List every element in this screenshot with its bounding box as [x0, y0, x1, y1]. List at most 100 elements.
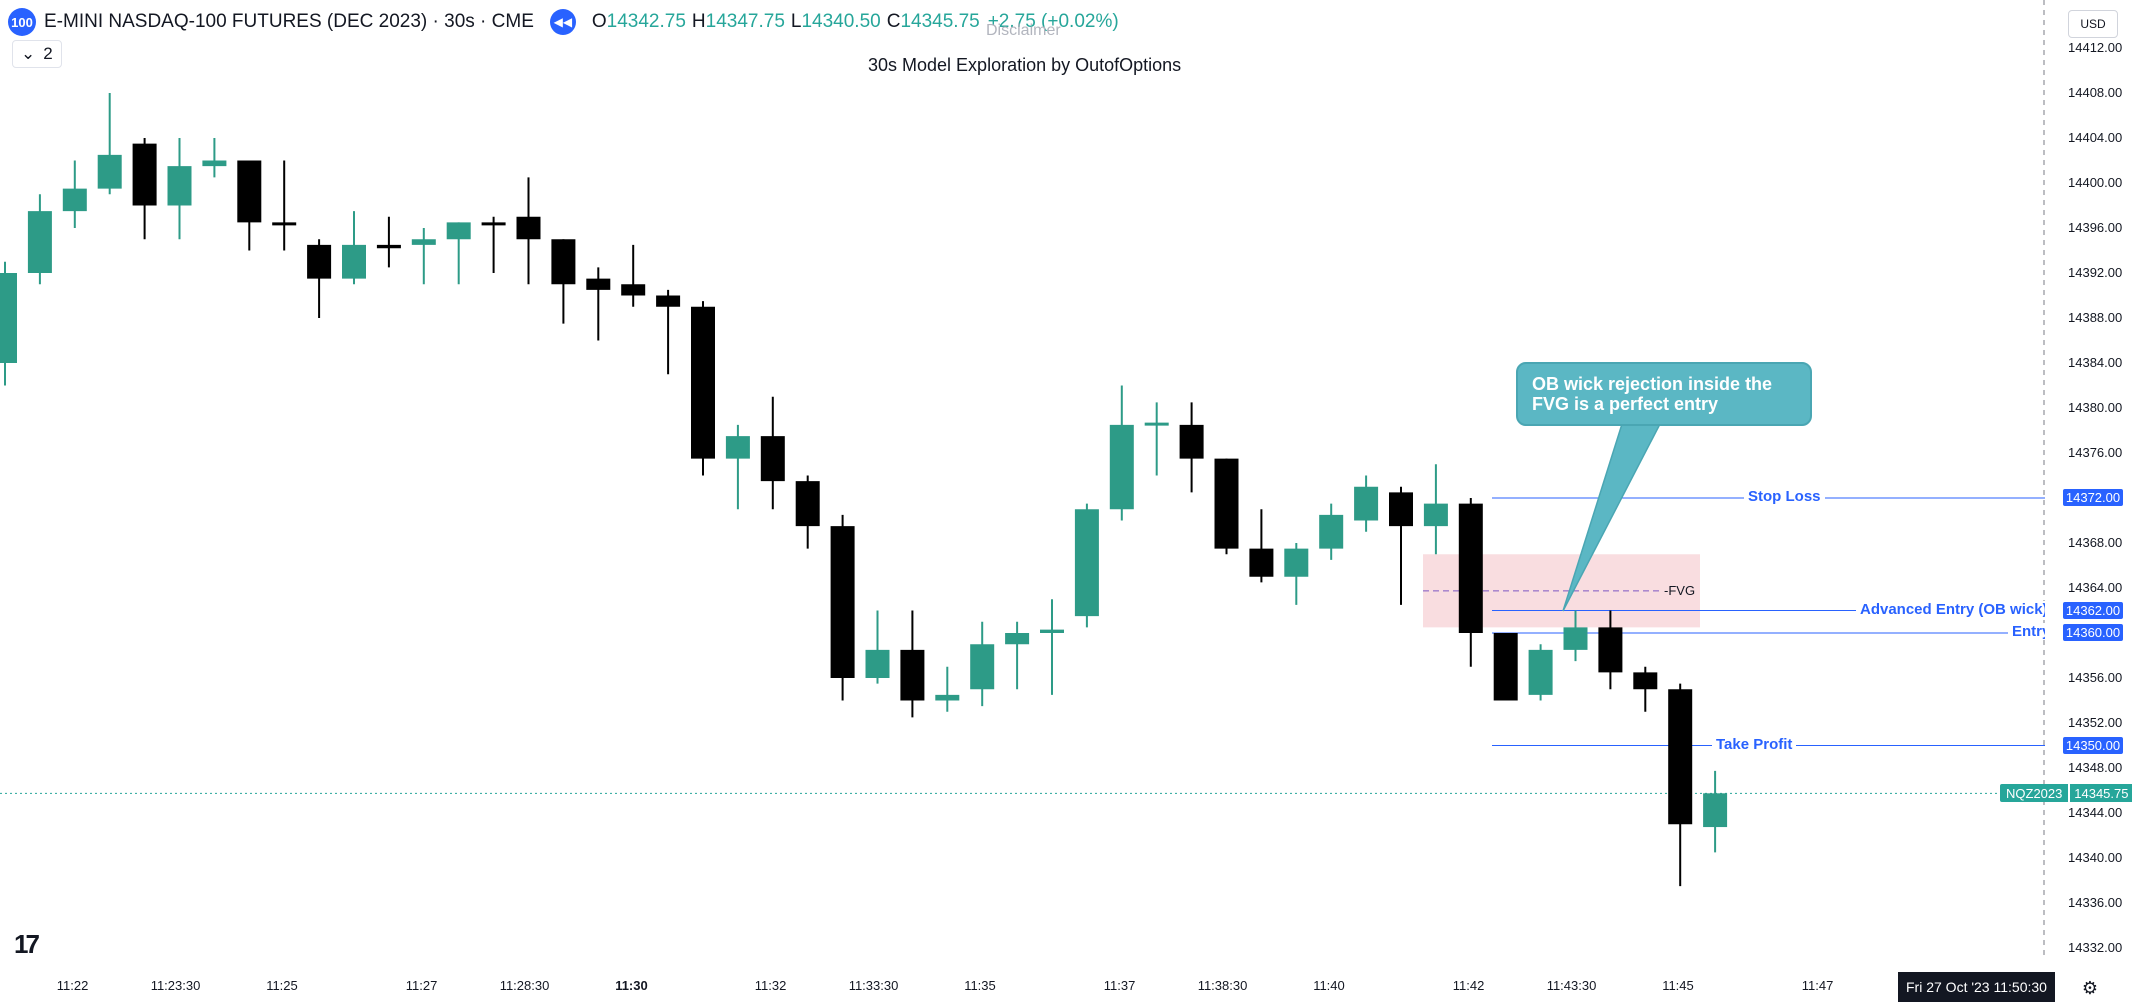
high-value: 14347.75 — [705, 11, 785, 32]
symbol-title[interactable]: E-MINI NASDAQ-100 FUTURES (DEC 2023) · 3… — [44, 11, 534, 32]
price-tick-label: 14384.00 — [2068, 355, 2123, 370]
tradingview-logo-icon[interactable]: 17 — [14, 929, 40, 959]
candle-body — [411, 239, 436, 245]
candle-body — [202, 160, 227, 167]
candle-body — [586, 278, 611, 290]
time-tick-label: 11:47 — [1801, 978, 1834, 993]
candle-body — [1040, 629, 1064, 633]
price-tick-label: 14380.00 — [2068, 400, 2123, 415]
candle-body — [830, 526, 855, 678]
price-tick-label: 14332.00 — [2068, 940, 2123, 955]
price-tick-label: 14396.00 — [2068, 220, 2123, 235]
chart-area[interactable] — [0, 0, 2045, 960]
candle-body — [1389, 492, 1413, 527]
stop-loss-price-tag: 14372.00 — [2063, 489, 2123, 506]
crosshair-date-badge: Fri 27 Oct '23 11:50:30 — [1898, 972, 2055, 1002]
candle-body — [272, 222, 297, 226]
candle-body — [760, 436, 785, 482]
candle-body — [621, 284, 646, 296]
candle-body — [1005, 633, 1030, 645]
take-profit-label[interactable]: Take Profit — [1712, 735, 1797, 753]
time-axis[interactable] — [0, 960, 2045, 1003]
open-value: 14342.75 — [606, 11, 686, 32]
time-tick-label: 11:22 — [56, 978, 89, 993]
price-tick-label: 14348.00 — [2068, 760, 2123, 775]
candle-body — [1703, 793, 1728, 828]
symbol-logo-icon[interactable]: 100 — [8, 8, 36, 36]
close-value: 14345.75 — [900, 11, 980, 32]
rewind-icon[interactable]: ◀◀ — [549, 9, 576, 35]
price-tick-label: 14400.00 — [2068, 175, 2123, 190]
candle-body — [1668, 689, 1693, 825]
price-tick-label: 14344.00 — [2068, 805, 2123, 820]
currency-selector[interactable]: USD — [2068, 10, 2118, 38]
time-tick-label: 11:28:30 — [499, 978, 550, 993]
high-label: H — [691, 11, 706, 32]
candle-body — [795, 481, 820, 527]
candle-body — [97, 154, 122, 189]
candle-body — [900, 649, 925, 701]
price-tick-label: 14412.00 — [2068, 40, 2123, 55]
indicators-collapse-button[interactable]: ⌄ 2 — [12, 40, 62, 68]
indicator-count: 2 — [43, 44, 53, 63]
candle-body — [516, 216, 541, 240]
candle-body — [1493, 633, 1518, 701]
indicator-title[interactable]: 30s Model Exploration by OutofOptions — [868, 55, 1182, 75]
price-tick-label: 14376.00 — [2068, 445, 2123, 460]
candle-body — [656, 295, 681, 307]
price-tick-label: 14364.00 — [2068, 580, 2123, 595]
candle-body — [376, 244, 401, 249]
fvg-label: -FVG — [1664, 582, 1696, 598]
candle-body — [1633, 672, 1658, 690]
price-tick-label: 14368.00 — [2068, 535, 2123, 550]
open-label: O — [591, 11, 607, 32]
candle-body — [1179, 424, 1204, 459]
entry-label[interactable]: Entry — [2008, 623, 2055, 640]
candle-body — [935, 694, 960, 701]
candle-body — [1458, 503, 1483, 633]
time-tick-label: 11:45 — [1662, 978, 1694, 993]
candle-body — [1284, 548, 1309, 577]
candle-body — [1144, 422, 1169, 426]
callout-annotation[interactable]: OB wick rejection inside the FVG is a pe… — [1516, 362, 1812, 426]
price-tick-label: 14404.00 — [2068, 130, 2123, 145]
time-tick-label: 11:40 — [1313, 978, 1345, 993]
low-label: L — [790, 11, 802, 32]
close-label: C — [886, 11, 901, 32]
candle-body — [62, 188, 87, 212]
symbol-legend: 100 E-MINI NASDAQ-100 FUTURES (DEC 2023)… — [8, 8, 1119, 36]
candle-body — [1214, 458, 1239, 549]
disclaimer-text: Disclaimer — [986, 22, 1061, 39]
time-tick-label: 11:25 — [266, 978, 298, 993]
time-tick-label: 11:38:30 — [1197, 978, 1248, 993]
stop-loss-label[interactable]: Stop Loss — [1744, 488, 1825, 505]
candle-body — [0, 273, 17, 363]
entry-price-tag: 14360.00 — [2063, 624, 2123, 641]
time-tick-label: 11:43:30 — [1546, 978, 1597, 993]
time-tick-label: 11:37 — [1103, 978, 1136, 993]
time-tick-label: 11:32 — [754, 978, 787, 993]
advanced-entry-label[interactable]: Advanced Entry (OB wick) — [1856, 600, 2052, 618]
candle-body — [1249, 548, 1274, 577]
price-tick-label: 14356.00 — [2068, 670, 2123, 685]
candle-body — [27, 211, 52, 273]
candle-body — [1563, 627, 1588, 650]
price-tick-label: 14340.00 — [2068, 850, 2123, 865]
candle-body — [342, 244, 366, 279]
candle-body — [446, 222, 471, 240]
candlestick-chart[interactable] — [0, 0, 2045, 960]
settings-icon[interactable]: ⚙ — [2081, 977, 2099, 998]
candle-body — [132, 143, 157, 206]
candle-body — [1423, 503, 1448, 527]
candle-body — [691, 306, 715, 459]
price-tick-label: 14392.00 — [2068, 265, 2123, 280]
price-tick-label: 14408.00 — [2068, 85, 2123, 100]
candle-body — [1319, 514, 1344, 549]
candle-body — [1354, 486, 1379, 521]
time-tick-label: 11:27 — [405, 978, 438, 993]
candle-body — [307, 244, 332, 279]
candle-body — [725, 436, 750, 459]
price-tick-label: 14352.00 — [2068, 715, 2123, 730]
time-tick-label: 11:23:30 — [150, 978, 201, 993]
low-value: 14340.50 — [801, 11, 881, 32]
